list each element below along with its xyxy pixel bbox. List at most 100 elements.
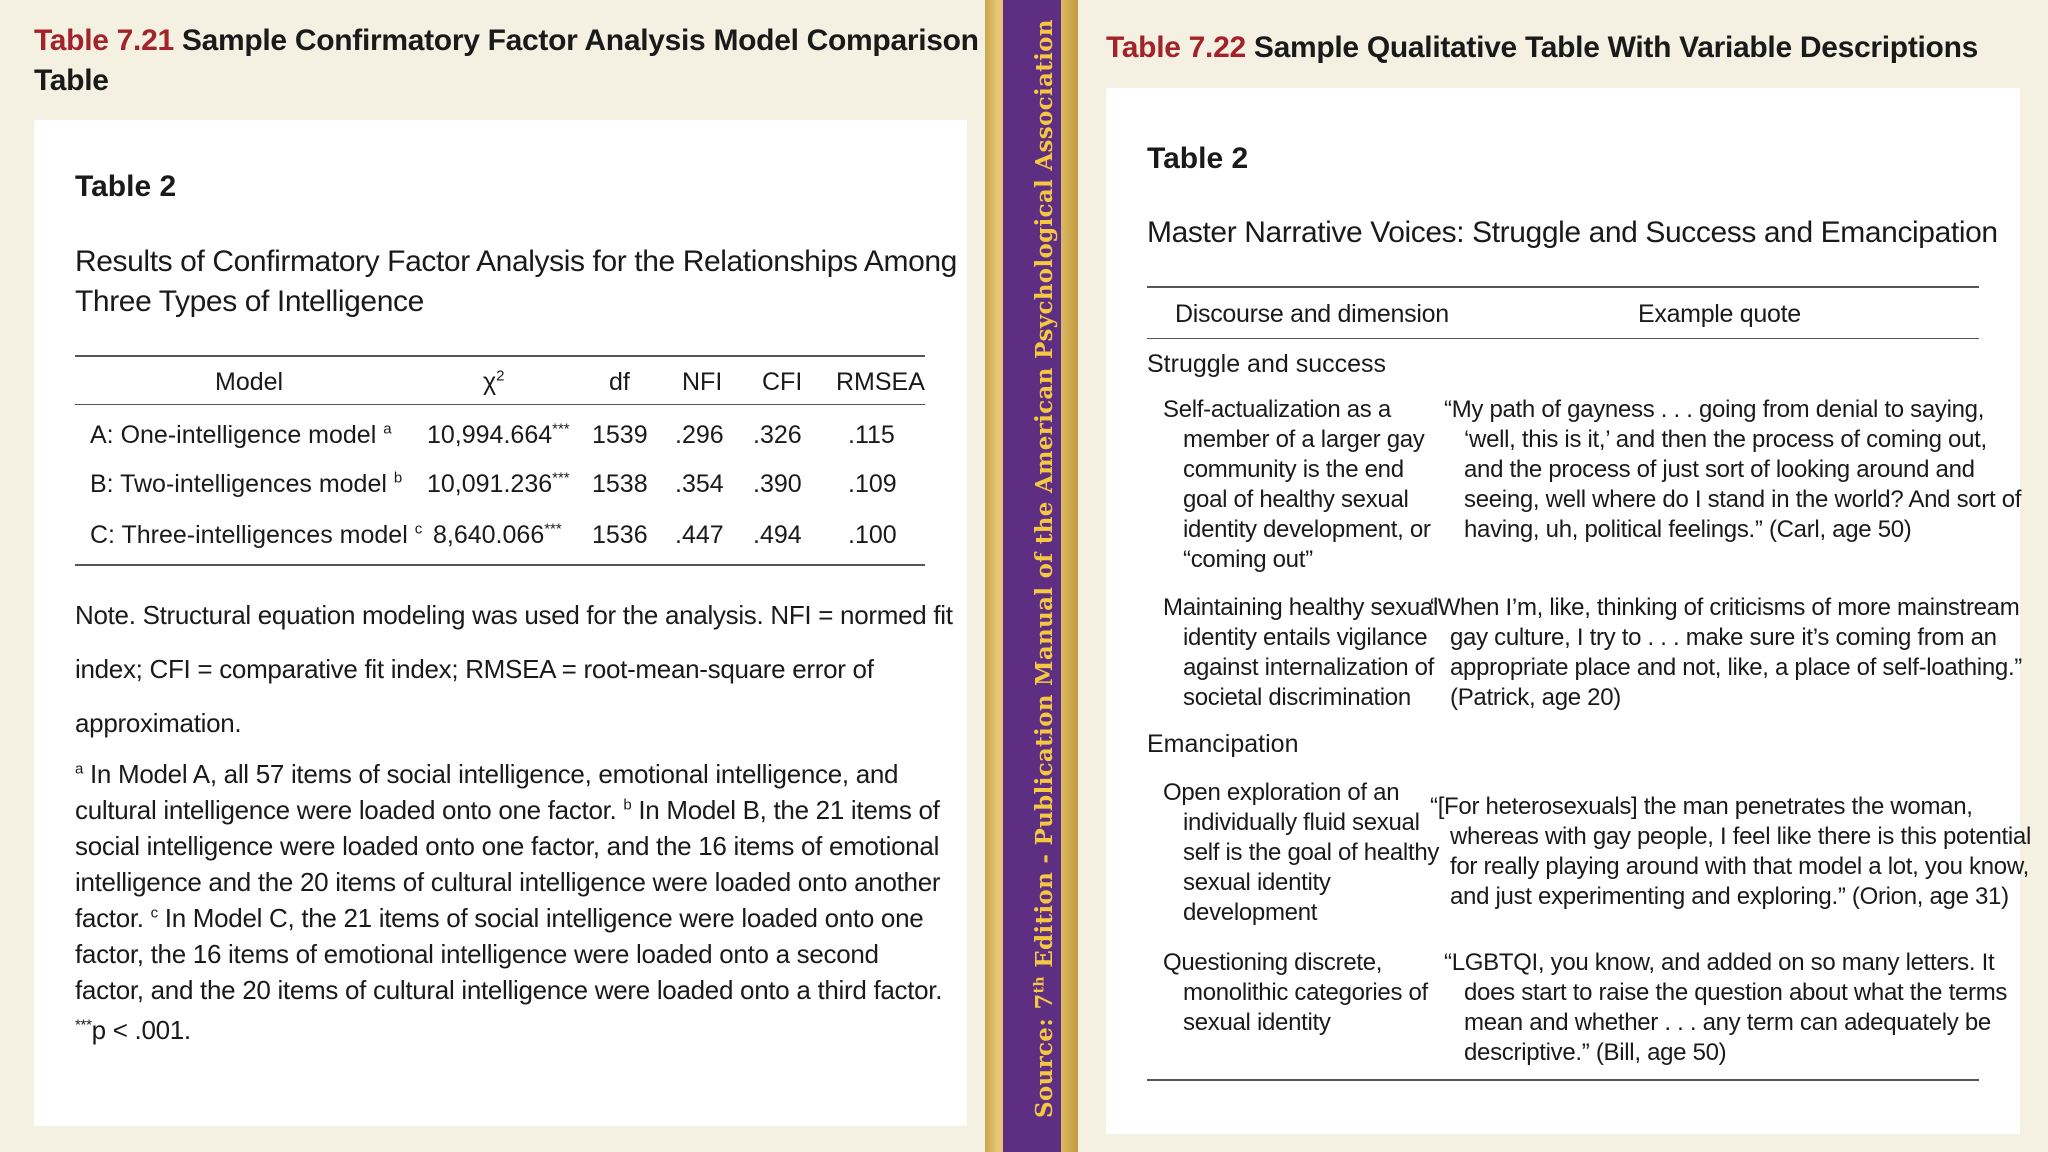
row-nfi: .447 bbox=[675, 521, 724, 549]
row-chi-sup: *** bbox=[544, 520, 562, 538]
book-spine bbox=[985, 0, 1078, 1152]
note-line-1: Note. Structural equation modeling was u… bbox=[75, 600, 953, 630]
footnote-c-prefix: factor. bbox=[75, 903, 151, 933]
left-table-header: Model χ2 df NFI CFI RMSEA bbox=[0, 368, 1000, 404]
dimension-line: “coming out” bbox=[1183, 546, 1313, 573]
footnote-b-text: In Model B, the 21 items of bbox=[631, 795, 940, 825]
spine-edition-text: Edition - Publication Manual of the Amer… bbox=[1031, 19, 1058, 977]
quote-line: having, uh, political feelings.” (Carl, … bbox=[1464, 516, 1912, 543]
header-rmsea: RMSEA bbox=[836, 368, 925, 396]
quote-line: “[For heterosexuals] the man penetrates … bbox=[1430, 793, 1973, 820]
header-df: df bbox=[609, 368, 630, 396]
right-panel-title-text: Sample Qualitative Table With Variable D… bbox=[1245, 31, 1978, 64]
row-cfi: .494 bbox=[753, 521, 802, 549]
header-discourse-dimension: Discourse and dimension bbox=[1175, 300, 1449, 328]
quote-line: whereas with gay people, I feel like the… bbox=[1450, 823, 2032, 850]
spine-source-text: Source: 7th Edition - Publication Manual… bbox=[1031, 19, 1058, 1118]
row-nfi: .354 bbox=[675, 470, 724, 498]
row-cfi: .326 bbox=[753, 421, 802, 449]
row-nfi: .296 bbox=[675, 421, 724, 449]
table-row: B: Two-intelligences model b 10,091.236*… bbox=[0, 470, 1000, 506]
left-panel-title: Table 7.21 Sample Confirmatory Factor An… bbox=[34, 21, 979, 101]
quote-cell: “When I’m, like, thinking of criticisms … bbox=[1430, 593, 2022, 713]
dimension-line: societal discrimination bbox=[1183, 684, 1411, 711]
quote-line: and just experimenting and exploring.” (… bbox=[1450, 883, 2009, 910]
left-panel-title-text-2: Table bbox=[34, 64, 109, 97]
footnote-c-text: In Model C, the 21 items of social intel… bbox=[157, 903, 924, 933]
dimension-line: Questioning discrete, bbox=[1163, 949, 1383, 976]
table-note: Note. Structural equation modeling was u… bbox=[75, 588, 953, 750]
quote-line: gay culture, I try to . . . make sure it… bbox=[1450, 624, 1997, 651]
section-emancipation: Emancipation bbox=[1147, 730, 1299, 758]
header-model: Model bbox=[215, 368, 284, 396]
dimension-cell: Self-actualization as a member of a larg… bbox=[1163, 395, 1431, 575]
right-table-label: Table 2 bbox=[1147, 142, 1249, 175]
p-value-marker: *** bbox=[75, 1016, 92, 1034]
right-table-bottom-rule bbox=[1147, 1079, 1979, 1081]
dimension-line: goal of healthy sexual bbox=[1183, 486, 1409, 513]
dimension-line: Maintaining healthy sexual bbox=[1163, 594, 1439, 621]
quote-line: and the process of just sort of looking … bbox=[1464, 456, 1975, 483]
dimension-line: member of a larger gay bbox=[1183, 426, 1425, 453]
left-table-label: Table 2 bbox=[75, 170, 177, 203]
dimension-line: development bbox=[1183, 899, 1318, 926]
quote-line: ‘well, this is it,’ and then the process… bbox=[1464, 426, 1987, 453]
dimension-line: Self-actualization as a bbox=[1163, 396, 1391, 423]
dimension-line: sexual identity bbox=[1183, 1009, 1331, 1036]
table-row: C: Three-intelligences model c 8,640.066… bbox=[0, 521, 1000, 557]
footnote-line-5: factor. c In Model C, the 21 items of so… bbox=[75, 900, 942, 936]
footnote-line-1: a In Model A, all 57 items of social int… bbox=[75, 756, 942, 792]
table-row: A: One-intelligence model a 10,994.664**… bbox=[0, 421, 1000, 457]
row-model: C: Three-intelligences model c bbox=[90, 521, 422, 550]
dimension-line: identity development, or bbox=[1183, 516, 1431, 543]
left-table-top-rule bbox=[75, 355, 925, 357]
header-nfi: NFI bbox=[682, 368, 723, 396]
row-model-text: A: One-intelligence model bbox=[90, 421, 377, 449]
dimension-line: against internalization of bbox=[1183, 654, 1435, 681]
left-table-header-rule bbox=[75, 404, 925, 405]
footnote-line-4: intelligence and the 20 items of cultura… bbox=[75, 867, 941, 897]
row-chi: 10,091.236*** bbox=[427, 470, 570, 499]
quote-line: descriptive.” (Bill, age 50) bbox=[1464, 1039, 1727, 1066]
header-chi: χ bbox=[483, 368, 497, 396]
row-chi-text: 10,994.664 bbox=[427, 421, 553, 449]
p-value-text: p < .001. bbox=[91, 1015, 192, 1045]
dimension-line: self is the goal of healthy bbox=[1183, 839, 1440, 866]
dimension-line: sexual identity bbox=[1183, 869, 1331, 896]
row-rmsea: .109 bbox=[848, 470, 897, 498]
note-line-3: approximation. bbox=[75, 708, 242, 738]
row-model: A: One-intelligence model a bbox=[90, 421, 392, 450]
right-panel-title: Table 7.22 Sample Qualitative Table With… bbox=[1106, 28, 1978, 68]
row-model-text: B: Two-intelligences model bbox=[90, 470, 387, 498]
footnote-a-marker: a bbox=[75, 760, 84, 778]
note-line-2: index; CFI = comparative fit index; RMSE… bbox=[75, 654, 874, 684]
quote-cell: “My path of gayness . . . going from den… bbox=[1444, 395, 2021, 545]
footnote-c-marker: c bbox=[150, 904, 159, 922]
header-chi-exponent: 2 bbox=[496, 367, 505, 385]
footnote-a-text: In Model A, all 57 items of social intel… bbox=[83, 759, 899, 789]
row-df: 1539 bbox=[592, 421, 648, 449]
row-df: 1536 bbox=[592, 521, 648, 549]
spine-edition-number: 7 bbox=[1031, 993, 1058, 1018]
quote-line: mean and whether . . . any term can adeq… bbox=[1464, 1009, 1991, 1036]
footnote-line-7: factor, and the 20 items of cultural int… bbox=[75, 975, 943, 1005]
spine-source-label: Source: bbox=[1031, 1017, 1058, 1118]
row-chi: 10,994.664*** bbox=[427, 421, 570, 450]
quote-line: “When I’m, like, thinking of criticisms … bbox=[1430, 594, 2020, 621]
footnote-line-3: social intelligence were loaded onto one… bbox=[75, 831, 940, 861]
right-table-header-rule bbox=[1147, 338, 1979, 339]
row-model-sup: b bbox=[393, 469, 403, 487]
spine-edition-suffix: th bbox=[1031, 976, 1048, 994]
quote-cell: “[For heterosexuals] the man penetrates … bbox=[1430, 792, 2031, 912]
row-df: 1538 bbox=[592, 470, 648, 498]
footnote-p-value: ***p < .001. bbox=[75, 1012, 942, 1048]
quote-line: (Patrick, age 20) bbox=[1450, 684, 1621, 711]
quote-line: appropriate place and not, like, a place… bbox=[1450, 654, 2022, 681]
row-cfi: .390 bbox=[753, 470, 802, 498]
row-chi: 8,640.066*** bbox=[433, 521, 562, 550]
left-caption-line-1: Results of Confirmatory Factor Analysis … bbox=[75, 245, 957, 278]
row-chi-text: 10,091.236 bbox=[427, 470, 553, 498]
quote-line: seeing, well where do I stand in the wor… bbox=[1464, 486, 2022, 513]
row-chi-text: 8,640.066 bbox=[433, 521, 545, 549]
quote-line: does start to raise the question about w… bbox=[1464, 979, 2008, 1006]
